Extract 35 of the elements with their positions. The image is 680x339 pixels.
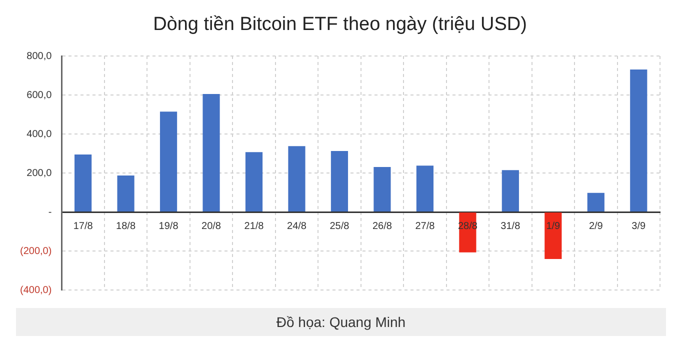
bar: [288, 146, 306, 212]
bar: [502, 170, 519, 212]
bar: [74, 154, 92, 212]
x-tick-label: 24/8: [287, 220, 307, 232]
bar: [374, 166, 391, 212]
y-tick-label: 200,0: [26, 168, 52, 179]
x-tick-label: 21/8: [244, 220, 264, 232]
chart-title: Dòng tiền Bitcoin ETF theo ngày (triệu USD): [152, 14, 528, 36]
bar: [245, 152, 263, 212]
x-tick-label: 19/8: [158, 220, 179, 232]
bar: [544, 212, 562, 259]
bar: [416, 166, 434, 212]
x-tick-label: 3/9: [632, 220, 646, 232]
x-tick-label: 26/8: [372, 220, 392, 232]
x-tick-label: 27/8: [415, 220, 436, 232]
bar: [202, 94, 220, 212]
x-tick-label: 20/8: [202, 220, 222, 232]
y-tick-label: 800,0: [26, 50, 52, 62]
x-tick-label: 18/8: [116, 220, 136, 232]
x-tick-label: 17/8: [73, 220, 94, 232]
text: Đồ họa: Quang Minh: [16, 308, 666, 336]
bar: [630, 69, 648, 212]
bar: [160, 112, 178, 212]
y-tick-label: 600,0: [26, 90, 52, 101]
y-tick-label: (200,0): [20, 246, 52, 257]
x-tick-label: 2/9: [588, 220, 604, 232]
x-tick-label: 25/8: [330, 220, 350, 232]
x-tick-label: 1/9: [546, 220, 561, 232]
y-tick-label: (400,0): [20, 284, 52, 296]
bar: [117, 176, 134, 212]
bar: [330, 150, 348, 212]
bar: [587, 192, 604, 212]
y-tick-label: 400,0: [26, 128, 52, 140]
x-tick-label: 31/8: [500, 220, 521, 232]
y-tick-label: -: [48, 206, 52, 218]
